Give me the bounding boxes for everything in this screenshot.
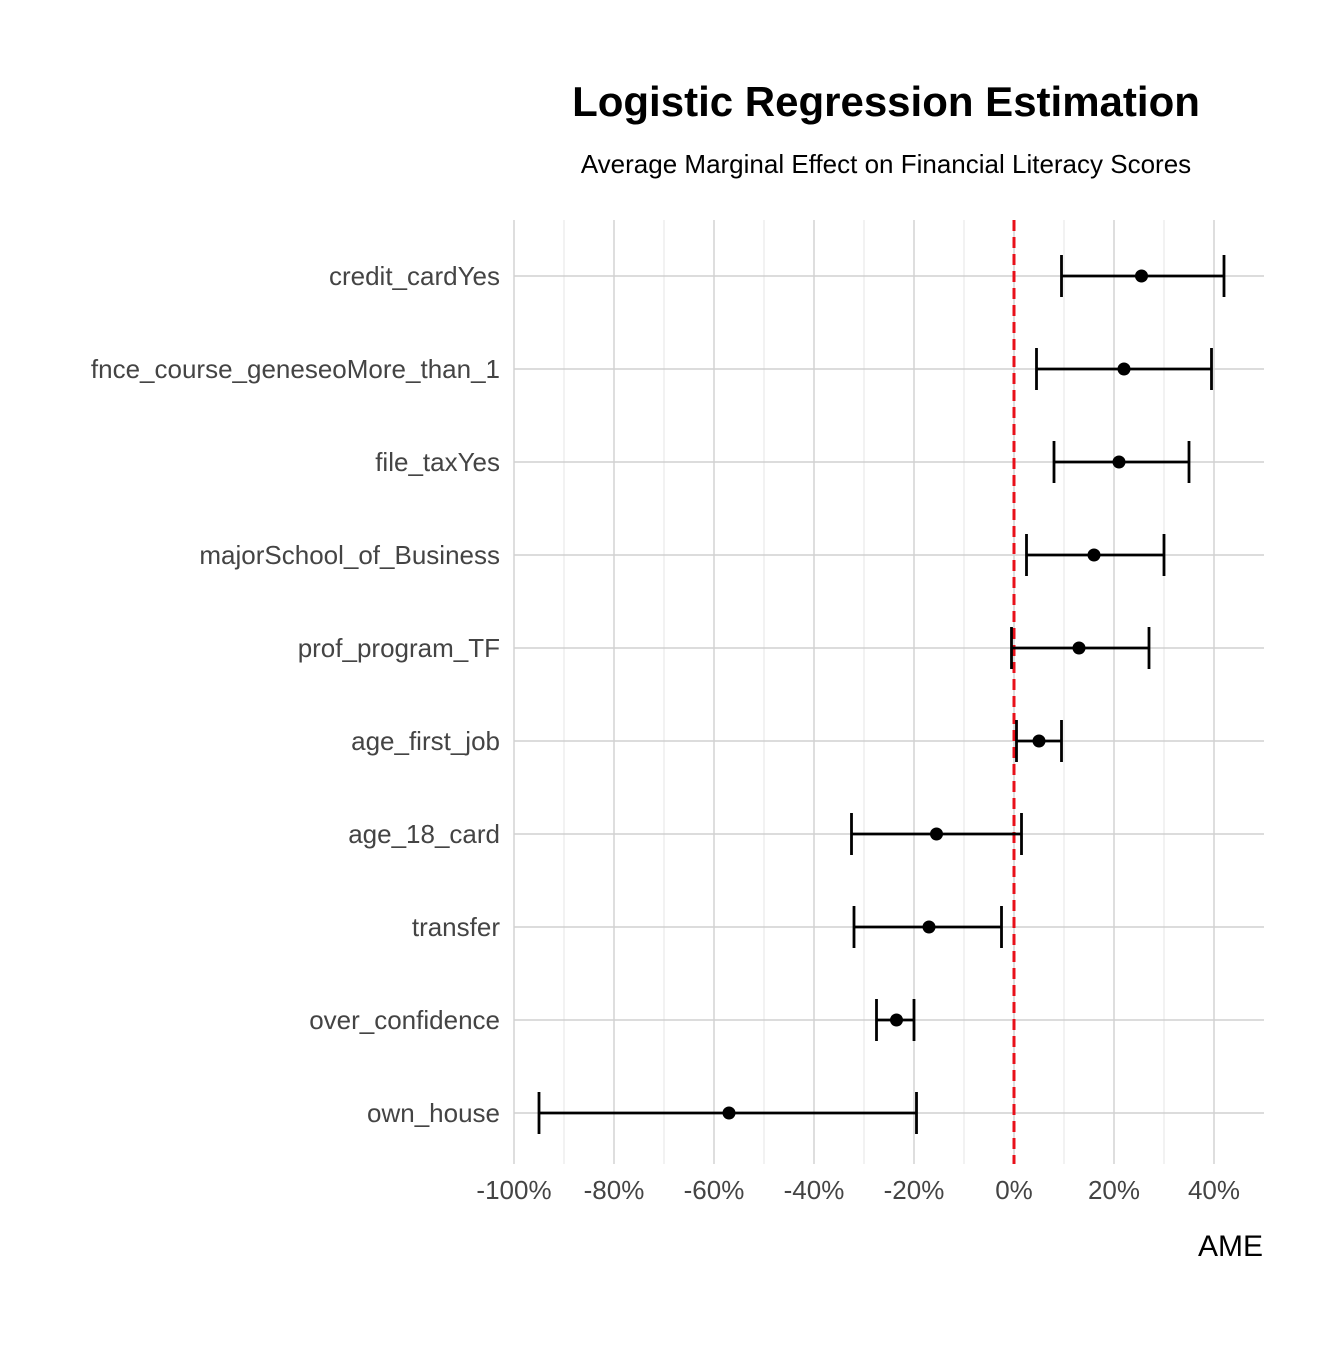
marks-layer [537, 255, 1226, 1134]
estimate-point [1087, 548, 1101, 562]
x-tick-label: 0% [995, 1175, 1033, 1205]
x-axis-title: AME [1198, 1230, 1263, 1263]
x-tick-label: 40% [1188, 1175, 1240, 1205]
estimate-point [1072, 641, 1086, 655]
y-tick-label: age_18_card [348, 819, 500, 849]
x-tick-label: -100% [476, 1175, 551, 1205]
chart-title: Logistic Regression Estimation [572, 78, 1200, 125]
x-tick-label: 20% [1088, 1175, 1140, 1205]
grid-layer [513, 220, 1264, 1164]
estimate-point [1117, 362, 1131, 376]
estimate-point [1032, 734, 1046, 748]
y-tick-label: transfer [412, 912, 500, 942]
x-tick-label: -40% [784, 1175, 845, 1205]
y-tick-label: age_first_job [351, 726, 500, 756]
y-tick-label: credit_cardYes [329, 261, 500, 291]
y-tick-label: file_taxYes [375, 447, 500, 477]
estimate-point [922, 920, 936, 934]
y-tick-label: majorSchool_of_Business [199, 540, 500, 570]
estimate-point [890, 1013, 903, 1027]
estimate-point [1135, 269, 1148, 283]
chart-subtitle: Average Marginal Effect on Financial Lit… [581, 149, 1191, 179]
y-tick-label: fnce_course_geneseoMore_than_1 [91, 354, 500, 384]
y-tick-label: prof_program_TF [298, 633, 500, 663]
x-tick-label: -20% [884, 1175, 945, 1205]
x-tick-label: -80% [584, 1175, 645, 1205]
x-tick-label: -60% [684, 1175, 745, 1205]
estimate-point [1112, 455, 1126, 469]
y-axis-labels: credit_cardYes fnce_course_geneseoMore_th… [91, 261, 500, 1128]
estimate-point [930, 827, 943, 841]
x-axis-labels: -100% -80% -60% -40% -20% 0% 20% 40% [476, 1175, 1240, 1205]
y-tick-label: over_confidence [309, 1005, 500, 1035]
estimate-point [722, 1106, 736, 1120]
y-tick-label: own_house [367, 1098, 500, 1128]
